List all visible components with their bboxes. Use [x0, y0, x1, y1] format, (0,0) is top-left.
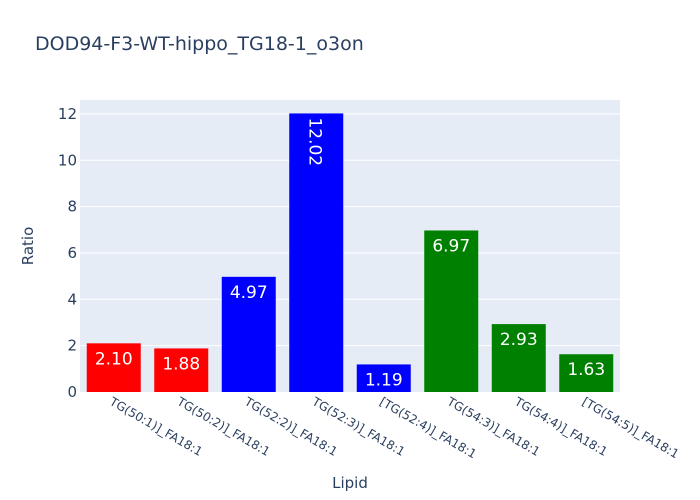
- bar: [559, 354, 614, 392]
- y-tick-label: 12: [58, 105, 77, 123]
- bar: [86, 343, 141, 392]
- y-tick-label: 10: [58, 151, 77, 169]
- bar-data-label: 1.88: [162, 354, 200, 374]
- y-axis-title: Ratio: [19, 227, 37, 266]
- bar: [356, 364, 411, 392]
- bar: [491, 324, 546, 392]
- y-tick-label: 6: [67, 244, 77, 262]
- gridlines: [80, 113, 620, 347]
- bar-data-label: 1.19: [365, 370, 403, 390]
- bar: [424, 230, 479, 392]
- y-tick-label: 4: [67, 290, 77, 308]
- bar-data-label: 12.02: [304, 117, 324, 166]
- bar-data-label: 2.93: [500, 330, 538, 350]
- y-tick-label: 8: [67, 198, 77, 216]
- bar: [221, 276, 276, 392]
- bar-data-label: 4.97: [230, 283, 268, 303]
- y-tick-label: 0: [67, 383, 77, 401]
- bar-data-label: 1.63: [567, 360, 605, 380]
- bar: [289, 113, 344, 392]
- bars: 2.10 1.88 4.97 12.02 1.19 6.97 2.93 1.63: [86, 113, 614, 392]
- bar: [154, 348, 209, 392]
- bar-data-label: 6.97: [432, 236, 470, 256]
- y-tick-label: 2: [67, 337, 77, 355]
- y-axis-ticks: 0 2 4 6 8 10 12: [58, 105, 77, 401]
- x-axis-title: Lipid: [332, 474, 368, 492]
- bar-data-label: 2.10: [95, 349, 133, 369]
- chart-title: DOD94-F3-WT-hippo_TG18-1_o3on: [35, 33, 364, 55]
- x-axis-ticks: TG(50:1)]_FA18:1TG(50:2)]_FA18:1TG(52:2)…: [106, 394, 681, 461]
